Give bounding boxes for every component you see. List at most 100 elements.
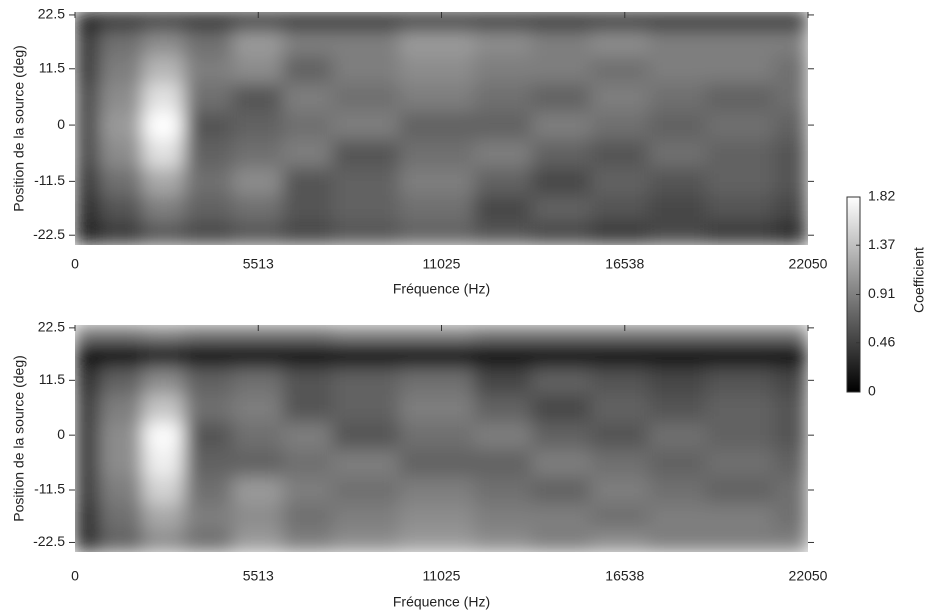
heatmap-cell [184, 221, 234, 245]
heatmap-cell [75, 475, 101, 504]
heatmap-cell [184, 475, 234, 504]
heatmap-cell [773, 12, 808, 29]
heatmap-cell [99, 12, 144, 29]
heatmap-cell [142, 366, 186, 395]
heatmap-cell [75, 54, 101, 84]
heatmap-cell [531, 340, 592, 368]
heatmap-cell [399, 420, 475, 450]
heatmap-cell [75, 340, 101, 368]
heatmap-cell [142, 110, 186, 140]
heatmap-cell [232, 27, 284, 56]
heatmap-cell [590, 393, 650, 422]
heatmap-cell [590, 475, 650, 504]
heatmap-cell [706, 194, 775, 223]
heatmap-cell [648, 194, 708, 223]
heatmap-cell [648, 110, 708, 140]
colorbar-tick-label: 0.46 [868, 333, 895, 349]
colorbar-tick-label: 0 [868, 383, 876, 399]
heatmap-cell [75, 393, 101, 422]
heatmap-cell [473, 138, 533, 168]
heatmap-cell [473, 340, 533, 368]
heatmap-cell [184, 502, 234, 530]
heatmap-cell [282, 110, 334, 140]
heatmap-cell [473, 221, 533, 245]
heatmap-cell [648, 528, 708, 552]
heatmap-cell [75, 110, 101, 140]
heatmap-cell [531, 366, 592, 395]
heatmap-cell [590, 110, 650, 140]
heatmap-cell [706, 366, 775, 395]
heatmap-cell [706, 528, 775, 552]
heatmap-cell [399, 325, 475, 342]
heatmap-cell [232, 325, 284, 342]
x-axis-label: Fréquence (Hz) [393, 281, 490, 297]
heatmap-cell [332, 325, 401, 342]
heatmap-cell [531, 82, 592, 112]
heatmap-cell [184, 82, 234, 112]
heatmap-cell [648, 166, 708, 196]
heatmap-cell [184, 110, 234, 140]
heatmap-cell [142, 194, 186, 223]
heatmap-cell [99, 166, 144, 196]
colorbar-tick-label: 1.37 [868, 236, 895, 252]
heatmap-cell [706, 166, 775, 196]
heatmap-cell [332, 110, 401, 140]
heatmap-cell [332, 12, 401, 29]
heatmap-cell [282, 528, 334, 552]
x-tick-label: 11025 [423, 256, 461, 272]
heatmap-cell [282, 393, 334, 422]
heatmap-cell [399, 393, 475, 422]
heatmap-cell [648, 340, 708, 368]
y-axis-label: Position de la source (deg) [11, 355, 27, 522]
heatmap-cell [399, 502, 475, 530]
heatmap-cell [473, 12, 533, 29]
y-tick-label: 0 [57, 116, 65, 132]
heatmap-cell [531, 138, 592, 168]
heatmap-cell [332, 420, 401, 450]
heatmap-cell [648, 138, 708, 168]
heatmap-cell [773, 340, 808, 368]
heatmap-cell [142, 138, 186, 168]
heatmap-cell [590, 194, 650, 223]
heatmap-cell [142, 528, 186, 552]
heatmap-cell [706, 502, 775, 530]
heatmap-cell [531, 12, 592, 29]
x-tick-label: 0 [71, 568, 79, 584]
y-tick-label: 22.5 [38, 6, 65, 22]
heatmap-cell [232, 138, 284, 168]
heatmap-cell [282, 27, 334, 56]
heatmap-cell [75, 138, 101, 168]
heatmap-cell [282, 340, 334, 368]
y-tick-label: 11.5 [39, 371, 65, 387]
heatmap-cell [706, 475, 775, 504]
heatmap-cell [142, 393, 186, 422]
heatmap-cell [99, 221, 144, 245]
heatmap-cell [184, 54, 234, 84]
heatmap-cell [473, 393, 533, 422]
heatmap-cell [648, 502, 708, 530]
heatmap-cell [473, 502, 533, 530]
heatmap-cell [590, 340, 650, 368]
y-tick-label: 22.5 [38, 319, 65, 335]
y-tick-label: -11.5 [34, 481, 65, 497]
heatmap-clip [75, 325, 808, 552]
heatmap-cell [99, 340, 144, 368]
heatmap-cell [399, 528, 475, 552]
heatmap-cell [590, 12, 650, 29]
heatmap-cell [232, 528, 284, 552]
heatmap-cell [473, 27, 533, 56]
heatmap-cell [99, 420, 144, 450]
heatmap-cell [232, 110, 284, 140]
heatmap-cell [648, 12, 708, 29]
heatmap-cell [648, 366, 708, 395]
heatmap-cell [142, 82, 186, 112]
heatmap-cell [99, 82, 144, 112]
heatmap-cell [590, 325, 650, 342]
heatmap-cell [531, 54, 592, 84]
heatmap-cell [332, 502, 401, 530]
heatmap-cell [773, 366, 808, 395]
heatmap-cell [282, 420, 334, 450]
heatmap-cell [773, 221, 808, 245]
heatmap-cell [773, 82, 808, 112]
heatmap-cell [531, 448, 592, 477]
